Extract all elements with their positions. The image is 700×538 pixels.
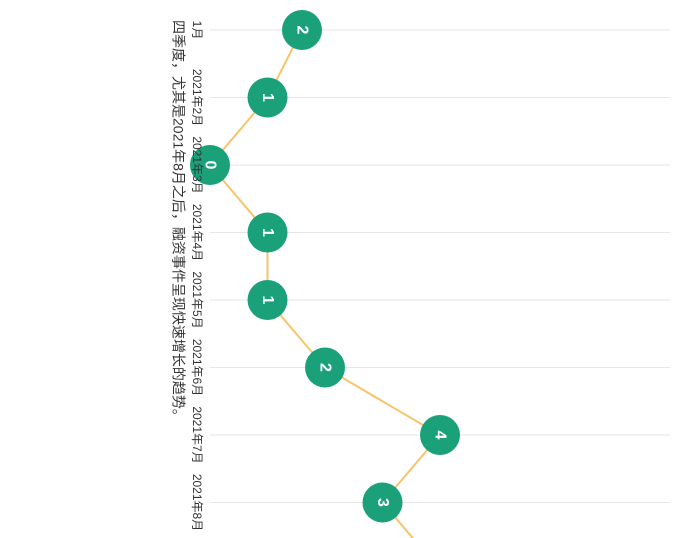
data-point-label: 4 bbox=[432, 431, 449, 440]
x-axis-label: 2021年7月 bbox=[190, 406, 204, 463]
chart-stage: 燃料电池产业融资数目2101124341月2021年2月2021年3月2021年… bbox=[0, 0, 700, 538]
x-axis-label: 2021年6月 bbox=[190, 339, 204, 396]
caption-text: 四季度，尤其是2021年8月之后，融资事件呈现快速增长的趋势。 bbox=[171, 20, 187, 423]
x-axis-label: 2021年3月 bbox=[190, 136, 204, 193]
x-axis-label: 1月 bbox=[190, 21, 204, 40]
x-axis-label: 2021年2月 bbox=[190, 69, 204, 126]
data-point-label: 1 bbox=[259, 228, 276, 237]
data-point-label: 2 bbox=[317, 363, 334, 372]
chart-svg: 燃料电池产业融资数目2101124341月2021年2月2021年3月2021年… bbox=[0, 0, 700, 538]
series-line bbox=[210, 30, 440, 538]
x-axis-label: 2021年4月 bbox=[190, 204, 204, 261]
data-point-label: 3 bbox=[374, 498, 391, 507]
data-point-label: 2 bbox=[294, 26, 311, 35]
data-point-label: 1 bbox=[259, 296, 276, 305]
x-axis-label: 2021年5月 bbox=[190, 271, 204, 328]
data-point-label: 1 bbox=[259, 93, 276, 102]
x-axis-labels: 1月 2021年2月 2021年3月 2021年4月 2021年5月 2021年6月 202… bbox=[190, 21, 204, 538]
x-axis-label: 2021年8月 bbox=[190, 474, 204, 531]
